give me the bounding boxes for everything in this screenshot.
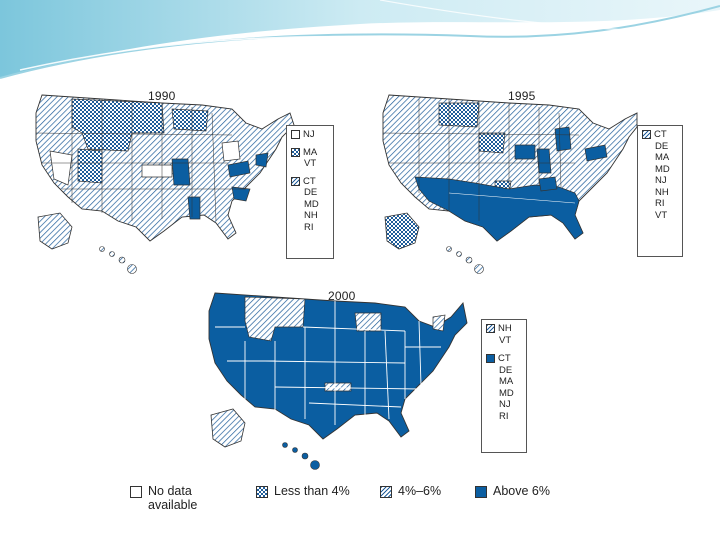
legend-item-no-data: No data available bbox=[130, 484, 197, 512]
legend-label: Less than 4% bbox=[274, 484, 350, 498]
swatch-4-to-6 bbox=[380, 486, 392, 498]
state-abbr: RI bbox=[499, 410, 509, 422]
map-title-1990: 1990 bbox=[148, 89, 176, 103]
legend-label: No data available bbox=[148, 484, 198, 512]
state-abbr: CT bbox=[498, 353, 511, 364]
state-abbr: VT bbox=[655, 209, 668, 221]
swatch-4-to-6 bbox=[291, 176, 300, 186]
us-map-1990 bbox=[35, 94, 295, 274]
swatch-4-to-6 bbox=[642, 130, 651, 139]
legend-label: 4%–6% bbox=[398, 484, 442, 498]
swatch-no-data bbox=[130, 486, 142, 498]
state-box-1990: NJ MA VT CT DE MD NH RI bbox=[286, 125, 334, 259]
swatch-above-6 bbox=[486, 354, 495, 363]
swatch-less-than-4 bbox=[291, 147, 300, 157]
state-abbr: CT bbox=[303, 175, 316, 187]
swatch-above-6 bbox=[475, 486, 487, 498]
state-abbr: MA bbox=[499, 376, 514, 387]
state-abbr: DE bbox=[304, 187, 318, 198]
us-map-1995 bbox=[382, 94, 638, 274]
state-abbr: MD bbox=[655, 163, 670, 175]
figure-panel: 1990 NJ MA VT CT DE bbox=[27, 83, 685, 515]
state-abbr: CT bbox=[654, 129, 667, 140]
state-abbr: MD bbox=[304, 198, 319, 210]
state-abbr: RI bbox=[304, 221, 314, 233]
state-abbr: VT bbox=[304, 158, 317, 169]
state-abbr: MD bbox=[499, 387, 514, 399]
state-abbr: MA bbox=[655, 152, 670, 163]
legend-item-above-6: Above 6% bbox=[475, 484, 550, 498]
legend-label: Above 6% bbox=[493, 484, 550, 498]
state-abbr: NJ bbox=[499, 399, 511, 410]
state-abbr: RI bbox=[655, 198, 665, 209]
state-abbr: NJ bbox=[303, 129, 315, 140]
state-abbr: DE bbox=[499, 364, 513, 376]
state-box-2000: NH VT CT DE MA MD NJ RI bbox=[481, 319, 527, 453]
state-abbr: NH bbox=[304, 210, 318, 221]
state-abbr: VT bbox=[499, 334, 512, 346]
state-box-1995: CT DE MA MD NJ NH RI VT bbox=[637, 125, 683, 257]
legend-item-less-than-4: Less than 4% bbox=[256, 484, 350, 498]
us-map-2000 bbox=[208, 292, 468, 470]
slide-header-swoosh bbox=[0, 0, 720, 79]
state-abbr: NJ bbox=[655, 175, 667, 186]
swatch-4-to-6 bbox=[486, 324, 495, 333]
map-legend: No data available Less than 4% 4%–6% Abo… bbox=[130, 484, 590, 514]
state-abbr: NH bbox=[498, 323, 512, 334]
swatch-less-than-4 bbox=[256, 486, 268, 498]
state-abbr: DE bbox=[655, 140, 669, 152]
legend-item-4-to-6: 4%–6% bbox=[380, 484, 441, 498]
state-abbr: NH bbox=[655, 186, 669, 198]
map-title-1995: 1995 bbox=[508, 89, 536, 103]
state-abbr: MA bbox=[303, 146, 318, 158]
map-title-2000: 2000 bbox=[328, 289, 356, 303]
swatch-no-data bbox=[291, 130, 300, 139]
